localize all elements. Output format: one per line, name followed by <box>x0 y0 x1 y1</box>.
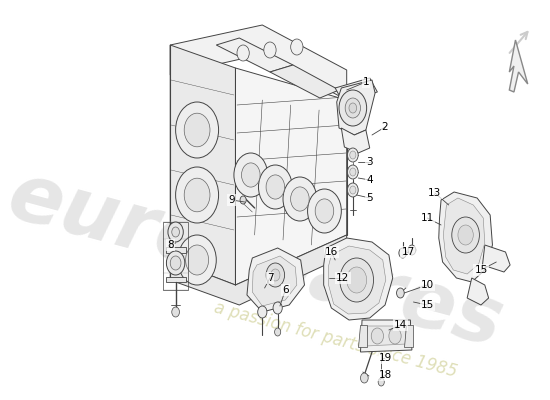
Circle shape <box>283 177 317 221</box>
Text: 6: 6 <box>282 285 289 295</box>
Polygon shape <box>439 192 492 282</box>
Circle shape <box>452 217 480 253</box>
Circle shape <box>339 90 367 126</box>
Polygon shape <box>324 238 393 320</box>
Polygon shape <box>170 45 235 285</box>
Circle shape <box>397 288 404 298</box>
Circle shape <box>184 113 210 147</box>
Circle shape <box>290 187 309 211</box>
Circle shape <box>345 98 360 118</box>
Circle shape <box>360 373 368 383</box>
Polygon shape <box>342 128 370 153</box>
Circle shape <box>350 151 356 159</box>
Circle shape <box>399 248 406 258</box>
Circle shape <box>348 183 358 197</box>
Text: 18: 18 <box>378 370 392 380</box>
Polygon shape <box>337 80 375 135</box>
Circle shape <box>271 269 280 281</box>
Circle shape <box>274 328 280 336</box>
Text: 12: 12 <box>336 273 349 283</box>
Polygon shape <box>404 325 414 347</box>
Text: 16: 16 <box>324 247 338 257</box>
Text: 9: 9 <box>228 195 235 205</box>
Circle shape <box>458 225 474 245</box>
Polygon shape <box>235 68 346 285</box>
Text: 15: 15 <box>421 300 434 310</box>
Polygon shape <box>170 235 346 305</box>
Text: 1: 1 <box>362 77 369 87</box>
Circle shape <box>240 196 246 204</box>
Text: 2: 2 <box>382 122 388 132</box>
Text: eurospares: eurospares <box>0 156 510 364</box>
Circle shape <box>167 251 185 275</box>
Circle shape <box>378 378 384 386</box>
Circle shape <box>178 235 216 285</box>
Circle shape <box>170 256 181 270</box>
Circle shape <box>168 222 183 242</box>
Circle shape <box>340 258 373 302</box>
Polygon shape <box>247 248 305 312</box>
Circle shape <box>389 328 401 344</box>
Text: 13: 13 <box>428 188 442 198</box>
Circle shape <box>273 302 282 314</box>
Polygon shape <box>366 326 406 346</box>
Polygon shape <box>335 78 377 102</box>
Text: 4: 4 <box>366 175 373 185</box>
Polygon shape <box>252 256 297 306</box>
Text: 11: 11 <box>421 213 434 223</box>
Polygon shape <box>482 245 510 272</box>
Circle shape <box>184 178 210 212</box>
Text: 5: 5 <box>366 193 373 203</box>
Circle shape <box>172 307 179 317</box>
Text: 19: 19 <box>378 353 392 363</box>
Polygon shape <box>360 320 412 352</box>
Polygon shape <box>509 40 528 92</box>
Circle shape <box>350 186 356 194</box>
Polygon shape <box>443 198 485 274</box>
Circle shape <box>175 102 218 158</box>
Text: 15: 15 <box>474 265 488 275</box>
Text: 3: 3 <box>366 157 373 167</box>
Polygon shape <box>167 247 185 253</box>
Circle shape <box>234 153 268 197</box>
Circle shape <box>258 306 267 318</box>
Circle shape <box>264 42 276 58</box>
Text: a passion for parts since 1985: a passion for parts since 1985 <box>212 299 459 381</box>
Text: 17: 17 <box>402 247 415 257</box>
Polygon shape <box>358 325 367 347</box>
Circle shape <box>241 163 260 187</box>
Circle shape <box>348 148 358 162</box>
Circle shape <box>307 189 342 233</box>
Text: 8: 8 <box>167 240 174 250</box>
Text: 7: 7 <box>267 273 273 283</box>
Polygon shape <box>467 278 488 305</box>
Polygon shape <box>270 65 339 98</box>
Circle shape <box>266 263 284 287</box>
Text: 10: 10 <box>421 280 434 290</box>
Polygon shape <box>328 246 386 314</box>
Circle shape <box>350 168 356 176</box>
Polygon shape <box>167 277 185 282</box>
Circle shape <box>185 245 208 275</box>
Circle shape <box>291 39 303 55</box>
Circle shape <box>266 175 285 199</box>
Circle shape <box>172 227 179 237</box>
Circle shape <box>346 267 367 293</box>
Polygon shape <box>170 25 346 100</box>
Circle shape <box>315 199 334 223</box>
Circle shape <box>408 245 416 255</box>
Circle shape <box>237 45 249 61</box>
Polygon shape <box>216 38 293 72</box>
Circle shape <box>175 167 218 223</box>
Text: 14: 14 <box>394 320 407 330</box>
Circle shape <box>371 328 383 344</box>
Circle shape <box>258 165 292 209</box>
Circle shape <box>348 165 358 179</box>
Circle shape <box>349 103 356 113</box>
